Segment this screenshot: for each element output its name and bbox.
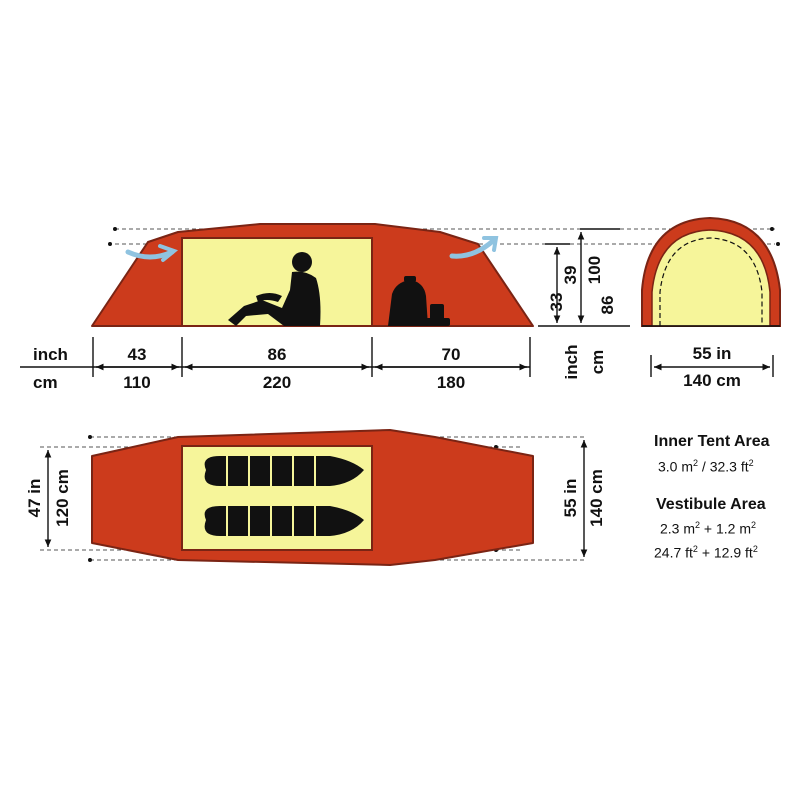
end-width-inch: 55 in: [693, 344, 732, 363]
superscript: 2: [692, 544, 698, 554]
segment-3-inch: 70: [442, 345, 461, 364]
vestibule-area-title: Vestibule Area: [656, 496, 766, 513]
superscript: 2: [751, 520, 757, 530]
vestibule-area-imperial: 24.7 ft2 + 12.9 ft2: [654, 544, 758, 561]
vestibule-area-metric: 2.3 m2 + 1.2 m2: [660, 520, 756, 537]
top-outer-width-cm: 140 cm: [587, 469, 606, 527]
side-dimension-lines: [20, 337, 531, 377]
end-view: 55 in 140 cm: [641, 216, 781, 390]
vestibule-ft2-b: + 12.9 ft: [697, 544, 753, 561]
outer-height-inch: 39: [561, 266, 580, 285]
inner-area-ft2: / 32.3 ft: [698, 458, 749, 475]
superscript: 2: [695, 520, 701, 530]
cm-row-label: cm: [33, 373, 58, 392]
inner-tent-area-value: 3.0 m2 / 32.3 ft2: [658, 458, 754, 475]
outer-height-cm: 100: [585, 256, 604, 284]
segment-2-cm: 220: [263, 373, 291, 392]
sleeping-bag-icon: [204, 506, 364, 536]
inner-tent-area-title: Inner Tent Area: [654, 433, 770, 450]
superscript: 2: [693, 458, 699, 468]
vent-arrow-right-icon: [449, 236, 499, 259]
segment-1-inch: 43: [128, 345, 147, 364]
top-view: 47 in 120 cm 55 in 140 cm: [25, 429, 606, 566]
inner-height-inch: 33: [547, 293, 566, 312]
superscript: 2: [748, 458, 754, 468]
height-inch-unit: inch: [562, 345, 581, 380]
segment-3-cm: 180: [437, 373, 465, 392]
vestibule-m2-a: 2.3 m: [660, 520, 696, 537]
inner-area-m2: 3.0 m: [658, 458, 694, 475]
segment-2-inch: 86: [268, 345, 287, 364]
backpack-icon: [388, 276, 450, 326]
top-inner-width-inch: 47 in: [25, 479, 44, 518]
top-inner-width-cm: 120 cm: [53, 469, 72, 527]
vestibule-m2-b: + 1.2 m: [700, 520, 751, 537]
inner-height-cm: 86: [598, 296, 617, 315]
person-sitting-icon: [228, 252, 321, 326]
height-cm-unit: cm: [588, 350, 607, 375]
side-view: inch cm 43 110 86 220 70 180 33 39 100 8…: [20, 223, 780, 392]
vestibule-ft2-a: 24.7 ft: [654, 544, 693, 561]
segment-1-cm: 110: [123, 373, 150, 392]
end-width-cm: 140 cm: [683, 371, 741, 390]
top-outer-width-inch: 55 in: [561, 479, 580, 518]
height-dimension-lines: [538, 228, 630, 327]
end-inner-tent: [651, 229, 771, 327]
inch-row-label: inch: [33, 345, 68, 364]
vent-arrow-left-icon: [125, 244, 179, 262]
superscript: 2: [752, 544, 758, 554]
sleeping-bag-icon: [204, 456, 364, 486]
